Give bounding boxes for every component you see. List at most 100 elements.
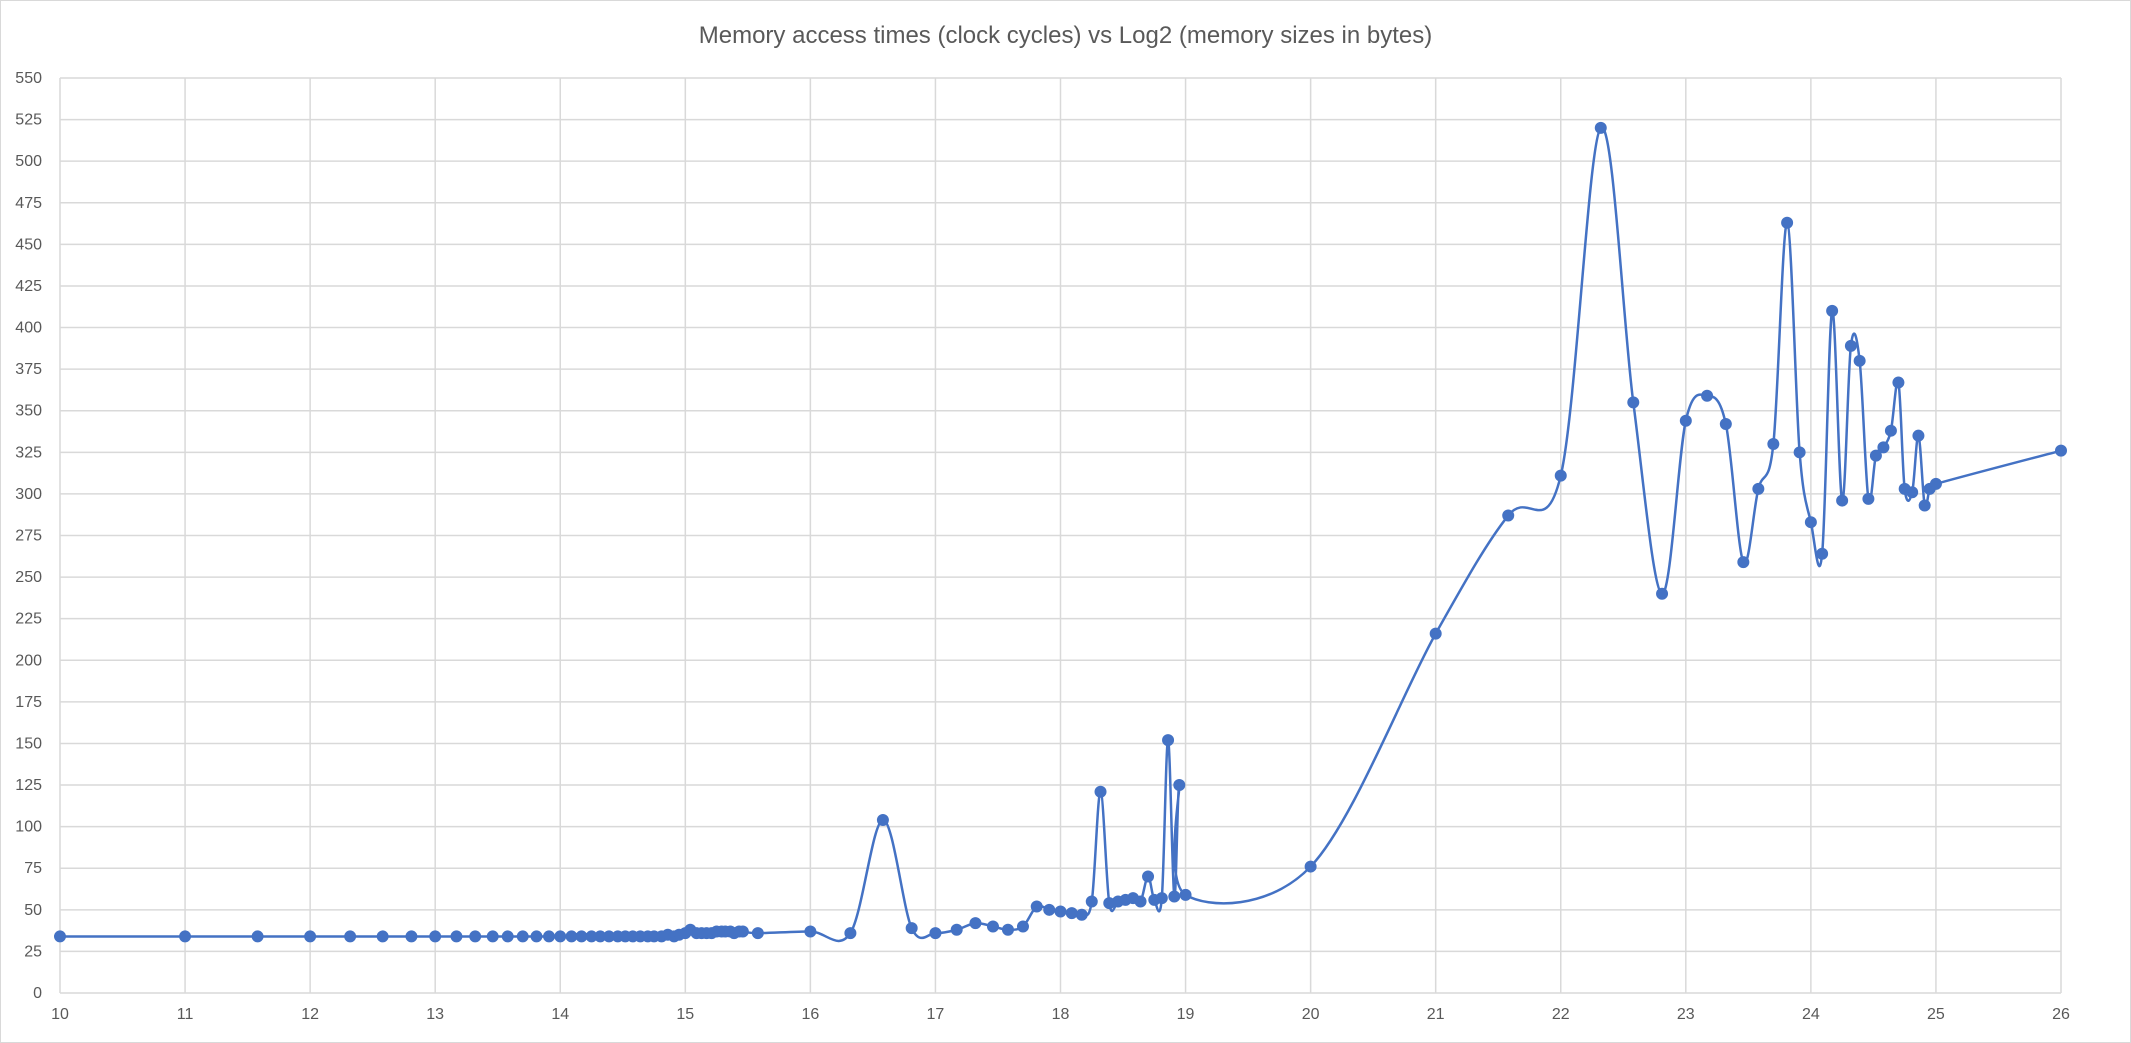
data-point bbox=[1836, 494, 1849, 507]
data-point bbox=[1001, 923, 1014, 936]
data-point bbox=[1179, 888, 1192, 901]
data-point bbox=[1862, 492, 1875, 505]
y-tick-label: 25 bbox=[24, 943, 42, 960]
data-point bbox=[751, 927, 764, 940]
data-point bbox=[804, 925, 817, 938]
series-points bbox=[54, 121, 2067, 943]
data-point bbox=[1892, 376, 1905, 389]
data-point bbox=[450, 930, 463, 943]
data-point bbox=[376, 930, 389, 943]
data-point bbox=[844, 927, 857, 940]
y-tick-label: 225 bbox=[15, 611, 42, 628]
data-point bbox=[1016, 920, 1029, 933]
data-point bbox=[405, 930, 418, 943]
data-point bbox=[1155, 892, 1168, 905]
data-point bbox=[1826, 304, 1839, 317]
x-tick-label: 10 bbox=[51, 1006, 69, 1023]
x-tick-label: 16 bbox=[801, 1006, 819, 1023]
data-point bbox=[1502, 509, 1515, 522]
x-tick-label: 15 bbox=[676, 1006, 694, 1023]
data-point bbox=[1767, 438, 1780, 450]
data-point bbox=[304, 930, 317, 943]
y-tick-label: 550 bbox=[15, 70, 42, 87]
data-point bbox=[1065, 907, 1078, 920]
data-point bbox=[1429, 627, 1442, 640]
x-tick-label: 23 bbox=[1677, 1006, 1695, 1023]
y-tick-label: 500 bbox=[15, 153, 42, 170]
data-point bbox=[554, 930, 567, 943]
x-tick-label: 25 bbox=[1927, 1006, 1945, 1023]
data-point bbox=[986, 920, 999, 933]
data-point bbox=[179, 930, 192, 943]
data-point bbox=[251, 930, 264, 943]
x-tick-label: 11 bbox=[177, 1006, 194, 1023]
y-tick-label: 250 bbox=[15, 569, 42, 586]
y-axis-tick-labels: 0 25 50 75 100 125 150 175 200 225 250 275 300 325 350… bbox=[15, 70, 42, 1002]
data-point bbox=[876, 813, 889, 826]
data-point bbox=[1781, 216, 1794, 229]
y-tick-label: 375 bbox=[15, 361, 42, 378]
data-point bbox=[1793, 446, 1806, 459]
y-tick-label: 300 bbox=[15, 486, 42, 503]
data-point bbox=[905, 922, 918, 935]
data-point bbox=[1594, 121, 1607, 134]
data-point bbox=[1162, 734, 1175, 747]
data-point bbox=[1869, 449, 1882, 462]
y-tick-label: 150 bbox=[15, 735, 42, 752]
data-point bbox=[1094, 785, 1107, 798]
data-point bbox=[736, 925, 749, 938]
y-tick-label: 100 bbox=[15, 819, 42, 836]
data-point bbox=[501, 930, 514, 943]
data-point bbox=[1304, 860, 1317, 873]
data-point bbox=[1554, 469, 1567, 482]
data-point bbox=[486, 930, 499, 943]
y-tick-label: 275 bbox=[15, 528, 42, 545]
data-point bbox=[1853, 354, 1866, 367]
x-tick-label: 14 bbox=[551, 1006, 569, 1023]
data-point bbox=[542, 930, 555, 943]
data-point bbox=[2055, 444, 2067, 457]
data-point bbox=[1627, 396, 1640, 409]
data-point bbox=[1142, 870, 1155, 883]
data-point bbox=[950, 923, 963, 936]
data-point bbox=[469, 930, 482, 943]
data-point bbox=[1701, 389, 1714, 402]
data-point bbox=[969, 917, 982, 930]
y-tick-label: 75 bbox=[24, 860, 42, 877]
data-point bbox=[1877, 441, 1890, 454]
data-point bbox=[1884, 424, 1897, 437]
x-tick-label: 22 bbox=[1552, 1006, 1570, 1023]
data-point bbox=[929, 927, 942, 940]
y-tick-label: 50 bbox=[24, 902, 42, 919]
y-tick-label: 475 bbox=[15, 195, 42, 212]
data-point bbox=[1679, 414, 1692, 427]
y-tick-label: 400 bbox=[15, 320, 42, 337]
data-point bbox=[1656, 587, 1669, 600]
y-tick-label: 175 bbox=[15, 694, 42, 711]
data-point bbox=[1054, 905, 1067, 918]
y-tick-label: 0 bbox=[33, 985, 42, 1002]
data-point bbox=[1043, 903, 1056, 916]
data-point bbox=[1168, 890, 1181, 903]
data-point bbox=[1752, 482, 1765, 495]
data-point bbox=[530, 930, 543, 943]
y-tick-label: 350 bbox=[15, 403, 42, 420]
x-tick-label: 26 bbox=[2052, 1006, 2070, 1023]
grid bbox=[59, 77, 2062, 994]
data-point bbox=[344, 930, 357, 943]
data-point bbox=[1918, 499, 1931, 512]
data-point bbox=[429, 930, 442, 943]
data-point bbox=[1085, 895, 1098, 908]
data-point bbox=[1030, 900, 1043, 913]
x-tick-label: 18 bbox=[1052, 1006, 1070, 1023]
data-point bbox=[565, 930, 578, 943]
y-tick-label: 125 bbox=[15, 777, 42, 794]
x-tick-label: 12 bbox=[301, 1006, 319, 1023]
x-tick-label: 13 bbox=[426, 1006, 444, 1023]
data-point bbox=[1737, 556, 1750, 569]
data-point bbox=[1134, 895, 1147, 908]
data-point bbox=[1912, 429, 1925, 442]
y-tick-label: 200 bbox=[15, 652, 42, 669]
data-point bbox=[1844, 339, 1857, 352]
